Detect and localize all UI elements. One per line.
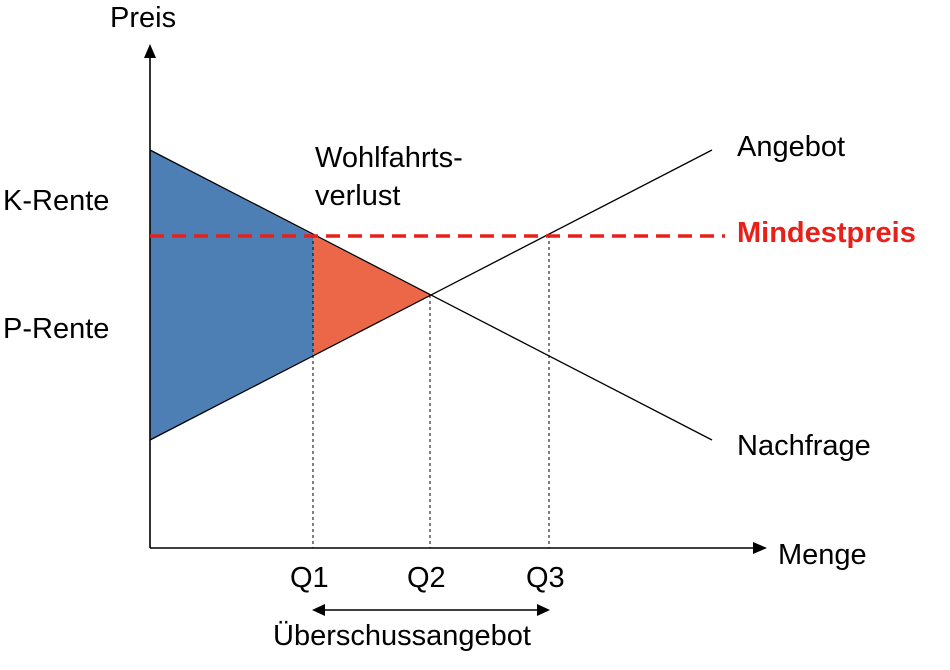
q1-label: Q1 bbox=[290, 562, 329, 594]
excess-supply-arrow-left-head bbox=[312, 604, 325, 616]
consumer-surplus-label: K-Rente bbox=[3, 185, 110, 217]
deadweight-loss-label-line2: verlust bbox=[315, 180, 401, 212]
q3-label: Q3 bbox=[526, 562, 565, 594]
demand-curve-label: Nachfrage bbox=[737, 430, 871, 462]
y-axis-arrowhead bbox=[144, 44, 156, 58]
producer-surplus-label: P-Rente bbox=[3, 313, 110, 345]
price-floor-label: Mindestpreis bbox=[737, 217, 916, 249]
excess-supply-label: Überschussangebot bbox=[273, 620, 531, 652]
q2-label: Q2 bbox=[407, 562, 446, 594]
x-axis-arrowhead bbox=[753, 542, 767, 554]
deadweight-loss-area bbox=[313, 235, 430, 355]
y-axis-label: Preis bbox=[110, 2, 177, 34]
x-axis-label: Menge bbox=[778, 539, 867, 571]
deadweight-loss-label-line1: Wohlfahrts- bbox=[315, 142, 463, 174]
supply-curve-label: Angebot bbox=[737, 131, 846, 163]
surplus-area bbox=[150, 150, 313, 440]
supply-curve bbox=[149, 149, 713, 441]
excess-supply-arrow-right-head bbox=[537, 604, 550, 616]
